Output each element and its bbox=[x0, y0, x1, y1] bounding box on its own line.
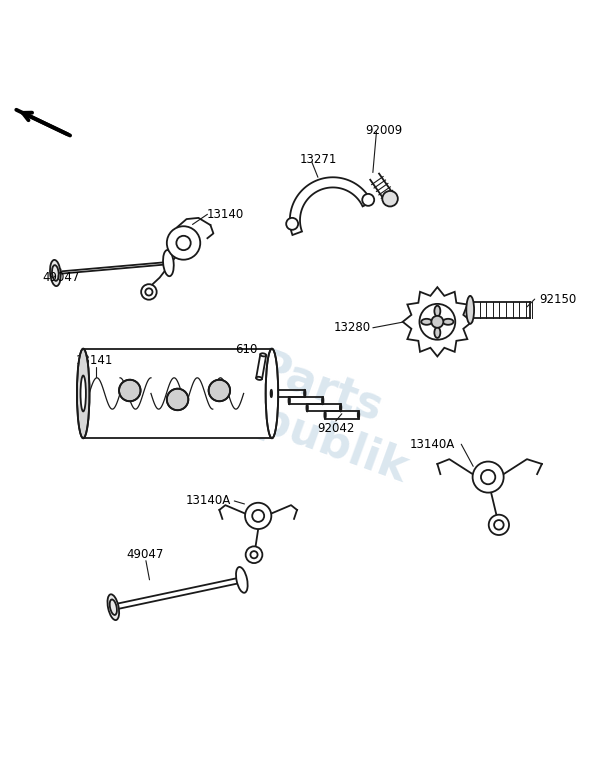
Ellipse shape bbox=[304, 390, 305, 397]
Ellipse shape bbox=[289, 397, 290, 405]
Polygon shape bbox=[290, 177, 372, 235]
Ellipse shape bbox=[358, 412, 359, 419]
Text: 13280: 13280 bbox=[334, 322, 370, 334]
Circle shape bbox=[286, 218, 298, 230]
Ellipse shape bbox=[80, 376, 86, 412]
Ellipse shape bbox=[77, 349, 89, 439]
Circle shape bbox=[473, 462, 503, 493]
Text: 610: 610 bbox=[235, 343, 257, 356]
Ellipse shape bbox=[50, 260, 61, 286]
Ellipse shape bbox=[266, 349, 278, 439]
Ellipse shape bbox=[163, 250, 174, 276]
Circle shape bbox=[141, 284, 157, 300]
Ellipse shape bbox=[466, 296, 474, 324]
Circle shape bbox=[250, 551, 257, 558]
Circle shape bbox=[245, 546, 262, 563]
Polygon shape bbox=[403, 288, 472, 356]
Bar bbox=[83, 349, 272, 439]
Circle shape bbox=[145, 288, 152, 295]
Text: 13141: 13141 bbox=[75, 353, 113, 367]
Ellipse shape bbox=[443, 319, 454, 325]
Circle shape bbox=[419, 304, 455, 339]
Ellipse shape bbox=[256, 377, 262, 380]
Circle shape bbox=[489, 515, 509, 535]
Text: 13140A: 13140A bbox=[186, 494, 232, 508]
Text: 49047: 49047 bbox=[43, 271, 80, 284]
Text: 92150: 92150 bbox=[539, 293, 576, 305]
Text: 49047: 49047 bbox=[126, 548, 163, 560]
Ellipse shape bbox=[421, 319, 432, 325]
Text: 13140A: 13140A bbox=[410, 438, 455, 451]
Circle shape bbox=[382, 191, 398, 206]
Ellipse shape bbox=[325, 412, 326, 419]
Circle shape bbox=[245, 503, 271, 529]
Circle shape bbox=[494, 520, 503, 529]
Ellipse shape bbox=[340, 405, 341, 412]
Circle shape bbox=[431, 316, 443, 328]
Ellipse shape bbox=[434, 327, 440, 338]
Circle shape bbox=[481, 470, 495, 484]
Circle shape bbox=[362, 194, 374, 206]
Ellipse shape bbox=[271, 390, 272, 397]
Text: Parts
Republik: Parts Republik bbox=[193, 330, 431, 493]
Circle shape bbox=[167, 389, 188, 410]
Text: 13271: 13271 bbox=[299, 153, 337, 166]
Circle shape bbox=[119, 380, 140, 401]
Ellipse shape bbox=[260, 353, 266, 357]
Text: 92042: 92042 bbox=[317, 422, 355, 435]
Ellipse shape bbox=[107, 594, 119, 620]
Ellipse shape bbox=[434, 305, 440, 316]
Text: 13140: 13140 bbox=[207, 208, 244, 221]
Circle shape bbox=[252, 510, 264, 522]
Circle shape bbox=[167, 226, 200, 260]
Ellipse shape bbox=[307, 405, 308, 412]
Circle shape bbox=[176, 236, 191, 250]
Ellipse shape bbox=[322, 397, 323, 405]
Text: 92009: 92009 bbox=[365, 124, 402, 137]
Ellipse shape bbox=[236, 567, 248, 593]
Circle shape bbox=[209, 380, 230, 401]
